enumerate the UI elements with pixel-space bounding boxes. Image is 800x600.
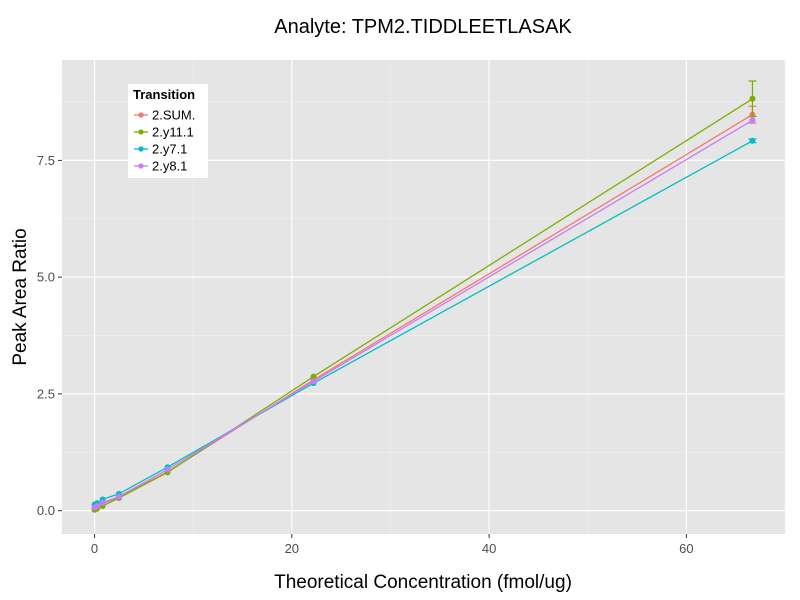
data-point: [749, 117, 756, 124]
legend-label: 2.y11.1: [152, 125, 194, 140]
legend-key-point: [138, 112, 144, 118]
y-tick-label: 2.5: [37, 386, 55, 401]
y-tick-label: 5.0: [37, 270, 55, 285]
legend-item-2-y7-1: 2.y7.1: [134, 142, 187, 157]
data-point: [310, 373, 317, 380]
x-tick-label: 60: [679, 541, 693, 556]
series-2-y8-1: [91, 117, 756, 511]
y-tick-label: 0.0: [37, 503, 55, 518]
data-point: [164, 466, 171, 473]
data-point: [310, 378, 317, 385]
legend-item-2-y11-1: 2.y11.1: [134, 125, 194, 140]
legend-title: Transition: [133, 87, 195, 102]
legend-key-point: [138, 146, 144, 152]
y-axis-title: Peak Area Ratio: [10, 228, 31, 365]
x-tick-label: 20: [285, 541, 299, 556]
legend: Transition 2.SUM. 2.y11.1 2.y7.1 2.y8.1: [128, 84, 208, 178]
axis-ticks: 0 20 40 60 0.0 2.5 5.0 7.5: [37, 153, 694, 556]
x-tick-label: 0: [91, 541, 98, 556]
chart-title: Analyte: TPM2.TIDDLEETLASAK: [274, 16, 572, 38]
x-axis-title: Theoretical Concentration (fmol/ug): [274, 572, 572, 593]
legend-label: 2.y8.1: [152, 159, 187, 174]
data-point: [94, 502, 101, 509]
data-point: [99, 499, 106, 506]
legend-key-point: [138, 129, 144, 135]
data-point: [749, 95, 756, 102]
data-point: [749, 137, 756, 144]
legend-item-2-sum: 2.SUM.: [134, 108, 195, 123]
legend-label: 2.y7.1: [152, 142, 187, 157]
y-tick-label: 7.5: [37, 153, 55, 168]
legend-label: 2.SUM.: [152, 108, 195, 123]
series-layer: [91, 80, 757, 513]
legend-item-2-y8-1: 2.y8.1: [134, 159, 187, 174]
legend-key-point: [138, 163, 144, 169]
data-point: [115, 493, 122, 500]
x-tick-label: 40: [482, 541, 496, 556]
